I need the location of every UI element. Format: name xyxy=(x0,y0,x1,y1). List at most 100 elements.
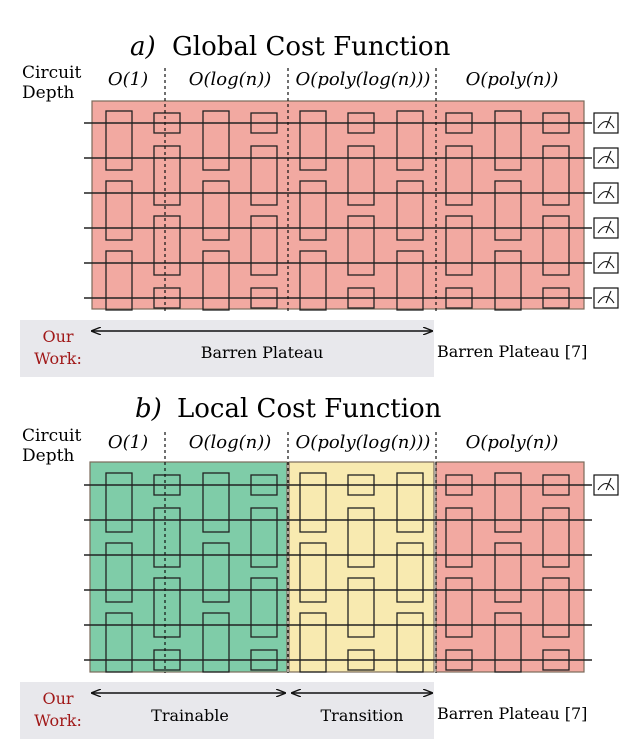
meter-dial xyxy=(597,295,615,304)
meter-dial xyxy=(597,260,615,269)
depth-label-log: O(log(n)) xyxy=(189,432,272,453)
single-qubit-gate xyxy=(250,474,278,496)
single-qubit-gate xyxy=(250,287,278,309)
two-qubit-gate xyxy=(347,577,375,638)
depth-label-log: O(log(n)) xyxy=(189,69,272,90)
two-qubit-gate xyxy=(542,215,570,276)
two-qubit-gate xyxy=(445,507,473,568)
single-qubit-gate xyxy=(153,649,181,671)
measurement-column xyxy=(593,474,619,496)
panel-b: b) Local Cost Function Circuit Depth O(1… xyxy=(20,394,619,739)
single-qubit-gate xyxy=(153,474,181,496)
two-qubit-gate xyxy=(202,180,230,241)
two-qubit-gate xyxy=(202,542,230,603)
single-qubit-gate xyxy=(445,112,473,134)
meter-needle xyxy=(605,290,612,304)
measurement-meter-icon xyxy=(593,217,619,239)
two-qubit-gate xyxy=(250,507,278,568)
single-qubit-gate xyxy=(153,287,181,309)
single-qubit-gate xyxy=(445,474,473,496)
two-qubit-gate xyxy=(202,110,230,171)
meter-dial xyxy=(597,190,615,199)
meter-needle xyxy=(605,115,612,129)
meter-needle xyxy=(605,185,612,199)
single-qubit-gate xyxy=(153,112,181,134)
quantum-circuit xyxy=(84,472,592,673)
two-qubit-gate xyxy=(105,180,133,241)
two-qubit-gate xyxy=(299,250,327,311)
single-qubit-gate xyxy=(347,649,375,671)
two-qubit-gate xyxy=(105,110,133,171)
two-qubit-gate xyxy=(299,110,327,171)
our-work-label: Our xyxy=(42,327,73,346)
region-label-barren-plateau-ref: Barren Plateau [7] xyxy=(437,704,587,723)
our-work-label: Work: xyxy=(34,711,82,730)
measurement-meter-icon xyxy=(593,182,619,204)
two-qubit-gate xyxy=(396,250,424,311)
measurement-meter-icon xyxy=(593,147,619,169)
two-qubit-gate xyxy=(153,215,181,276)
region-label-barren-plateau-ref: Barren Plateau [7] xyxy=(437,342,587,361)
meter-dial xyxy=(597,155,615,164)
two-qubit-gate xyxy=(250,577,278,638)
single-qubit-gate xyxy=(542,112,570,134)
single-qubit-gate xyxy=(542,649,570,671)
single-qubit-gate xyxy=(347,112,375,134)
circuit-depth-label: Circuit xyxy=(22,63,81,83)
two-qubit-gate xyxy=(202,250,230,311)
two-qubit-gate xyxy=(396,612,424,673)
two-qubit-gate xyxy=(105,542,133,603)
two-qubit-gate xyxy=(494,180,522,241)
measurement-meter-icon xyxy=(593,287,619,309)
two-qubit-gate xyxy=(299,472,327,533)
measurement-meter-icon xyxy=(593,252,619,274)
circuit-depth-label: Depth xyxy=(22,83,74,103)
measurement-meter-icon xyxy=(593,112,619,134)
two-qubit-gate xyxy=(299,180,327,241)
two-qubit-gate xyxy=(542,507,570,568)
two-qubit-gate xyxy=(347,145,375,206)
depth-label-polylog: O(poly(log(n))) xyxy=(296,432,431,453)
two-qubit-gate xyxy=(105,250,133,311)
meter-needle xyxy=(605,477,612,491)
region-label-barren-plateau: Barren Plateau xyxy=(201,343,324,362)
two-qubit-gate xyxy=(202,472,230,533)
single-qubit-gate xyxy=(250,649,278,671)
single-qubit-gate xyxy=(347,287,375,309)
two-qubit-gate xyxy=(202,612,230,673)
single-qubit-gate xyxy=(542,474,570,496)
single-qubit-gate xyxy=(347,474,375,496)
two-qubit-gate xyxy=(299,612,327,673)
single-qubit-gate xyxy=(445,287,473,309)
single-qubit-gate xyxy=(250,112,278,134)
meter-needle xyxy=(605,220,612,234)
two-qubit-gate xyxy=(105,612,133,673)
two-qubit-gate xyxy=(153,577,181,638)
measurement-meter-icon xyxy=(593,474,619,496)
two-qubit-gate xyxy=(494,612,522,673)
two-qubit-gate xyxy=(494,110,522,171)
quantum-circuit xyxy=(84,110,592,311)
region-label-trainable: Trainable xyxy=(151,706,229,725)
meter-dial xyxy=(597,120,615,129)
two-qubit-gate xyxy=(105,472,133,533)
depth-label-poly: O(poly(n)) xyxy=(466,69,559,90)
two-qubit-gate xyxy=(494,472,522,533)
two-qubit-gate xyxy=(542,577,570,638)
single-qubit-gate xyxy=(542,287,570,309)
measurement-column xyxy=(593,112,619,309)
panel-b-title: Local Cost Function xyxy=(177,394,442,424)
meter-needle xyxy=(605,255,612,269)
meter-needle xyxy=(605,150,612,164)
depth-label-poly: O(poly(n)) xyxy=(466,432,559,453)
two-qubit-gate xyxy=(396,472,424,533)
meter-dial xyxy=(597,225,615,234)
depth-label-polylog: O(poly(log(n))) xyxy=(296,69,431,90)
two-qubit-gate xyxy=(396,542,424,603)
two-qubit-gate xyxy=(396,180,424,241)
two-qubit-gate xyxy=(445,577,473,638)
depth-label-constant: O(1) xyxy=(108,432,148,453)
circuit-depth-label: Depth xyxy=(22,446,74,466)
two-qubit-gate xyxy=(250,145,278,206)
